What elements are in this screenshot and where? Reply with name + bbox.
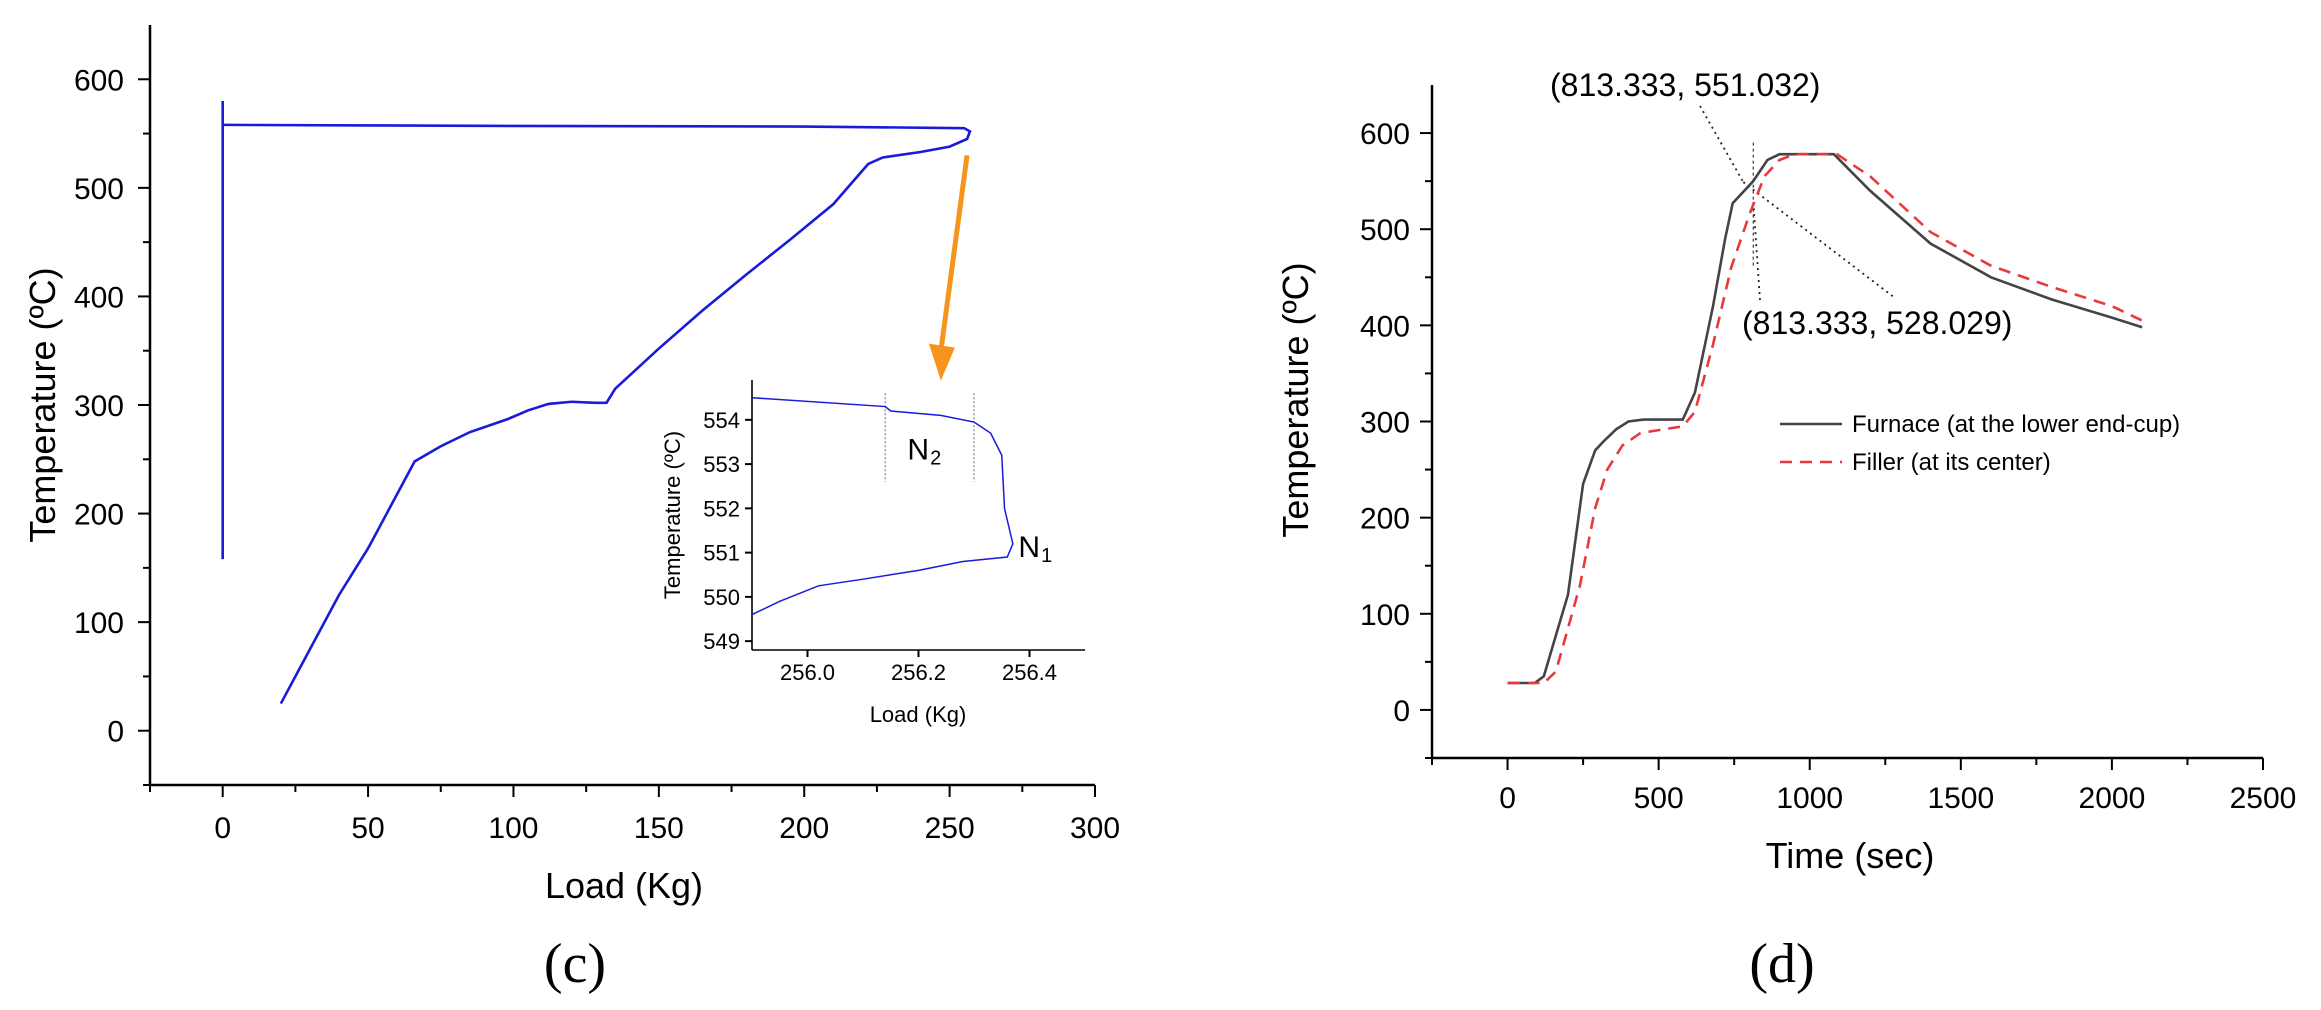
d-x-tick-label: 1500 xyxy=(1927,782,1994,815)
d-leader-upper xyxy=(1699,105,1745,183)
c-inset-series-line xyxy=(751,396,1014,616)
d-y-tick-label: 0 xyxy=(1393,695,1410,728)
legend-label-furnace: Furnace (at the lower end-cup) xyxy=(1852,411,2180,438)
c-x-tick-label: 150 xyxy=(634,812,684,845)
c-inset-annotation-n1: N1 xyxy=(1018,531,1052,567)
legend-label-filler: Filler (at its center) xyxy=(1852,449,2051,476)
c-x-tick-label: 100 xyxy=(488,812,538,845)
c-inset-y-tick-label: 552 xyxy=(703,496,740,521)
d-y-tick-label: 500 xyxy=(1360,214,1410,247)
d-x-tick-label: 2500 xyxy=(2230,782,2297,815)
c-x-tick-label: 0 xyxy=(214,812,231,845)
c-inset-x-axis-title: Load (Kg) xyxy=(870,702,967,727)
c-y-tick-label: 200 xyxy=(74,499,124,532)
d-annotation-lower: (813.333, 528.029) xyxy=(1742,305,2012,341)
d-y-tick-label: 200 xyxy=(1360,503,1410,536)
d-y-tick-label: 600 xyxy=(1360,118,1410,151)
c-x-tick-label: 200 xyxy=(779,812,829,845)
c-x-tick-label: 300 xyxy=(1070,812,1120,845)
d-x-tick-label: 2000 xyxy=(2079,782,2146,815)
c-inset-y-tick-label: 554 xyxy=(703,408,740,433)
d-y-axis-title: Temperature (ºC) xyxy=(1275,262,1316,537)
c-inset-x-tick-label: 256.0 xyxy=(780,660,835,685)
panel-d-chart: 0 100 200 300 400 500 600 0 500 1000 1500 2000 2500… xyxy=(1275,67,2296,995)
c-series-line xyxy=(221,101,972,705)
d-x-tick-label: 0 xyxy=(1499,782,1516,815)
d-x-axis-title: Time (sec) xyxy=(1766,835,1935,876)
d-annotation-upper: (813.333, 551.032) xyxy=(1550,67,1820,103)
d-y-tick-label: 100 xyxy=(1360,599,1410,632)
c-inset-y-tick-label: 549 xyxy=(703,629,740,654)
c-inset-y-tick-label: 551 xyxy=(703,541,740,566)
d-series-furnace-line xyxy=(1507,152,2143,685)
c-y-tick-label: 600 xyxy=(74,64,124,97)
d-panel-label: (d) xyxy=(1749,933,1814,995)
d-legend: Furnace (at the lower end-cup) Filler (a… xyxy=(1780,411,2180,476)
c-inset-x-tick-label: 256.2 xyxy=(891,660,946,685)
c-inset-y-tick-label: 550 xyxy=(703,585,740,610)
c-y-tick-label: 0 xyxy=(107,716,124,749)
c-arrow-shaft xyxy=(938,154,970,352)
c-inset-annotation-n2: N2 xyxy=(907,434,941,470)
c-y-axis-title: Temperature (ºC) xyxy=(22,267,63,542)
d-y-tick-label: 300 xyxy=(1360,407,1410,440)
c-arrow-head xyxy=(928,343,955,381)
d-leader-lower xyxy=(1752,202,1761,301)
c-zoom-arrow xyxy=(928,154,970,381)
c-inset-x-tick-label: 256.4 xyxy=(1002,660,1057,685)
d-series-filler-line xyxy=(1507,152,2143,685)
c-panel-label: (c) xyxy=(544,933,606,995)
c-y-tick-label: 500 xyxy=(74,173,124,206)
c-x-tick-label: 250 xyxy=(925,812,975,845)
c-y-tick-label: 300 xyxy=(74,390,124,423)
d-x-tick-label: 500 xyxy=(1634,782,1684,815)
c-y-tick-label: 100 xyxy=(74,607,124,640)
d-y-tick-label: 400 xyxy=(1360,310,1410,343)
d-leader-upper-extension xyxy=(1742,181,1896,299)
c-inset-y-axis-title: Temperature (ºC) xyxy=(660,431,685,599)
c-x-axis-title: Load (Kg) xyxy=(545,865,703,906)
c-inset-chart: 549 550 551 552 553 554 256.0 256.2 256.4 Tempe… xyxy=(660,380,1085,727)
c-x-tick-label: 50 xyxy=(351,812,384,845)
d-x-tick-label: 1000 xyxy=(1776,782,1843,815)
c-inset-y-tick-label: 553 xyxy=(703,452,740,477)
panel-c-chart: 0 100 200 300 400 500 600 0 50 100 150 200 250 300 T… xyxy=(22,25,1120,995)
c-y-tick-label: 400 xyxy=(74,281,124,314)
